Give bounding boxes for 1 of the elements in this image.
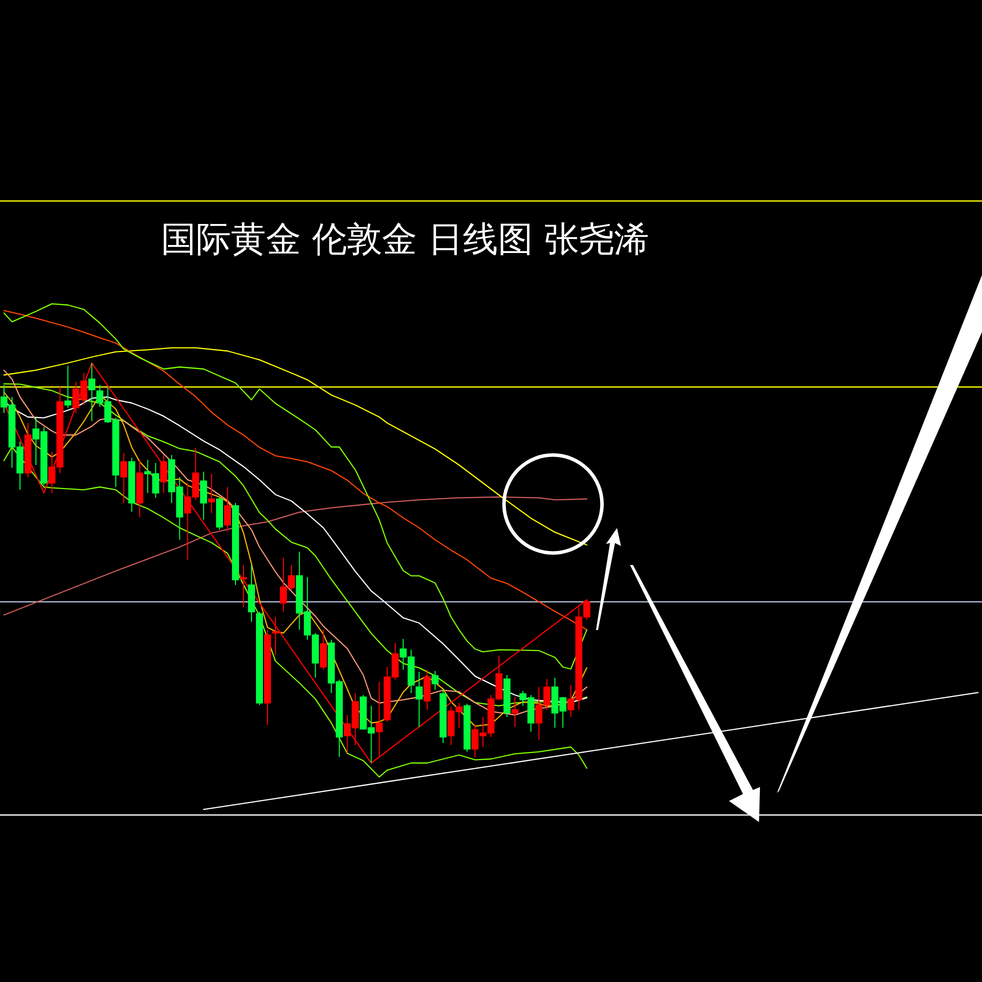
title: 国际黄金 伦敦金 日线图 张尧浠: [160, 220, 650, 260]
